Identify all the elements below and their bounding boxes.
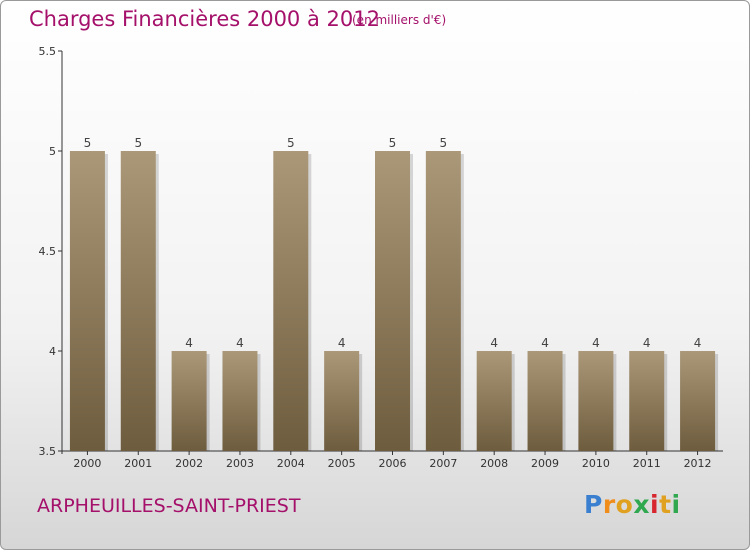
data-label: 5 <box>287 136 295 150</box>
bar <box>375 151 410 451</box>
bar <box>273 151 309 451</box>
logo-letter: x <box>633 490 650 519</box>
bar <box>69 151 105 451</box>
data-label: 4 <box>185 336 193 350</box>
x-tick-label: 2008 <box>480 457 508 470</box>
bar <box>476 351 512 451</box>
x-tick-label: 2007 <box>429 457 457 470</box>
bar <box>629 351 665 451</box>
logo-letter: o <box>615 490 634 519</box>
bar <box>171 351 207 451</box>
data-label: 4 <box>236 336 244 350</box>
y-tick-label: 5 <box>49 145 56 158</box>
bar <box>324 351 360 451</box>
data-label: 5 <box>389 136 397 150</box>
logo-letter: i <box>650 490 660 519</box>
data-label: 4 <box>694 336 702 350</box>
unit-label: (en milliers d'€) <box>352 13 447 27</box>
logo-letter: r <box>602 490 616 519</box>
logo-letter: P <box>584 490 603 519</box>
bar <box>578 351 614 451</box>
town-name: ARPHEUILLES-SAINT-PRIEST <box>37 495 301 517</box>
data-label: 5 <box>134 136 142 150</box>
x-tick-label: 2005 <box>328 457 356 470</box>
data-label: 4 <box>643 336 651 350</box>
x-tick-label: 2011 <box>633 457 661 470</box>
bar <box>120 151 156 451</box>
logo-letter: t <box>659 490 672 519</box>
x-tick-label: 2001 <box>124 457 152 470</box>
bar <box>222 351 258 451</box>
x-tick-label: 2009 <box>531 457 559 470</box>
bar <box>527 351 563 451</box>
bar <box>680 351 716 451</box>
y-tick-label: 3.5 <box>39 445 57 458</box>
x-tick-label: 2004 <box>277 457 305 470</box>
data-label: 5 <box>440 136 448 150</box>
x-tick-label: 2003 <box>226 457 254 470</box>
x-tick-label: 2010 <box>582 457 610 470</box>
chart-title: Charges Financières 2000 à 2012 <box>29 7 380 31</box>
bar <box>425 151 461 451</box>
x-tick-label: 2000 <box>73 457 101 470</box>
x-tick-label: 2006 <box>379 457 407 470</box>
data-label: 4 <box>592 336 600 350</box>
y-tick-label: 4.5 <box>39 245 57 258</box>
y-tick-label: 4 <box>49 345 56 358</box>
proxiti-logo: Proxiti <box>584 490 681 519</box>
x-tick-label: 2002 <box>175 457 203 470</box>
x-tick-label: 2012 <box>684 457 712 470</box>
data-label: 5 <box>84 136 92 150</box>
logo-letter: i <box>671 490 681 519</box>
data-label: 4 <box>338 336 346 350</box>
y-tick-label: 5.5 <box>39 45 57 58</box>
data-label: 4 <box>541 336 549 350</box>
data-label: 4 <box>490 336 498 350</box>
